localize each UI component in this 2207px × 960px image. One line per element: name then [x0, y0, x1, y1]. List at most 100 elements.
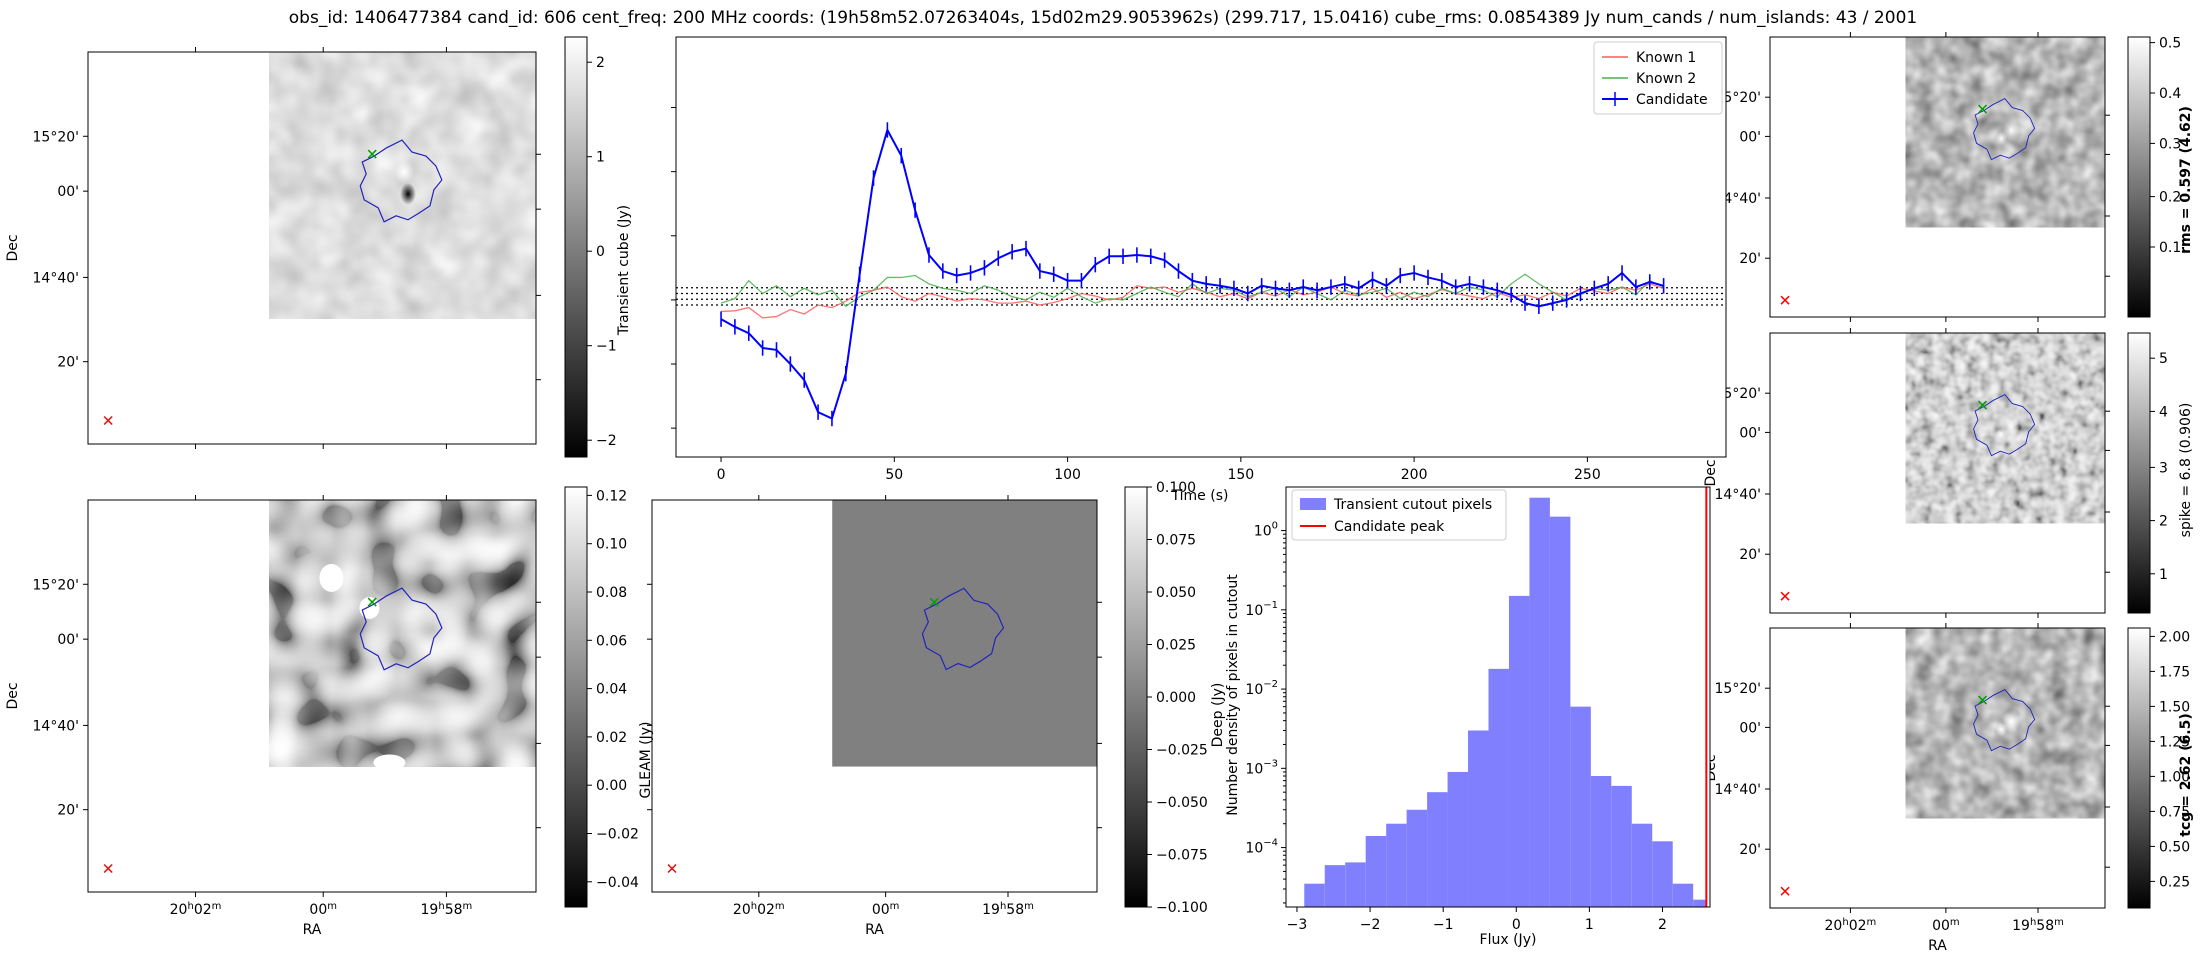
ra-tick-label: 20h02m: [170, 901, 222, 918]
y-tick-base: 10: [1245, 761, 1263, 777]
dec-axis-label: Dec: [5, 682, 21, 709]
ra-tick-part: m: [890, 901, 900, 912]
colorbar-tick-label: −0.050: [1156, 795, 1208, 811]
histogram-bar: [1508, 595, 1530, 907]
colorbar-tick-label: 0.75: [2159, 804, 2190, 820]
ra-tick-part: 19: [421, 902, 439, 918]
offset-marker-icon: [1780, 886, 1790, 896]
y-tick-exp: −1: [1263, 600, 1278, 611]
offset-marker-icon: [1780, 591, 1790, 601]
colorbar-tick-label: 5: [2159, 351, 2168, 367]
histogram-bar: [1324, 865, 1346, 907]
legend-label: Candidate: [1636, 92, 1708, 108]
ra-tick-part: 58: [2036, 918, 2054, 934]
y-tick-label: 10−2: [1245, 679, 1278, 698]
bright-source: [319, 564, 344, 592]
bright-peak: [1995, 722, 2008, 737]
ra-tick-label: 19h58m: [421, 901, 473, 918]
catalog-marker-icon: [1977, 400, 1988, 410]
colorbar-tick-label: 1.75: [2159, 664, 2190, 680]
x-tick-label: 0: [717, 467, 726, 483]
catalog-marker-icon: [367, 597, 377, 607]
colorbar-tick-label: 1: [596, 150, 605, 166]
island-contour: [359, 587, 443, 671]
ra-tick-part: 19: [982, 902, 1000, 918]
ra-tick-part: m: [2054, 917, 2064, 928]
dec-tick-label: 14°40': [33, 718, 79, 734]
legend-swatch: [1300, 498, 1326, 510]
colorbar-tick-label: 2.00: [2159, 629, 2190, 645]
ra-tick-part: m: [212, 901, 222, 912]
ra-tick-part: 02: [194, 902, 212, 918]
island-contour: [359, 139, 443, 223]
ra-tick-part: 02: [757, 902, 775, 918]
histogram-xlabel: Flux (Jy): [1480, 932, 1537, 948]
catalog-marker-icon: [929, 597, 939, 607]
tcg-cutout-panel: 15°20'00'14°40'20'20h02m 00m 19h58mRADec2.…: [1703, 623, 2190, 954]
ra-axis-label: RA: [865, 922, 884, 938]
catalog-marker-icon: [367, 149, 377, 159]
bright-source: [359, 597, 380, 619]
colorbar-tick-label: 1.50: [2159, 699, 2190, 715]
colorbar-tick-label: −0.04: [596, 875, 639, 891]
y-tick-exp: −4: [1263, 838, 1278, 849]
colorbar-tick-label: 0.025: [1156, 638, 1196, 654]
ra-tick-part: h: [438, 901, 444, 912]
dec-tick-label: 00': [57, 184, 79, 200]
x-tick-label: 50: [885, 467, 903, 483]
y-tick-label: 10−1: [1245, 600, 1278, 619]
dec-tick-label: 15°20': [33, 129, 79, 145]
rms-cbar-label: rms = 0.597 (4.62): [2178, 106, 2194, 254]
dec-tick-label: 15°20': [1715, 681, 1761, 697]
transient-cbar-label: Transient cube (Jy): [616, 205, 632, 336]
colorbar-tick-label: 1.25: [2159, 734, 2190, 750]
colorbar-tick-label: 0.1: [2159, 240, 2181, 256]
x-tick-label: 1: [1585, 917, 1594, 933]
colorbar: [564, 36, 588, 458]
colorbar-tick-label: 0.2: [2159, 190, 2181, 206]
offset-marker-icon: [667, 863, 677, 874]
colorbar: [564, 486, 588, 908]
panel-frame: [651, 499, 1098, 893]
dec-tick-label: 14°40': [1715, 487, 1761, 503]
histogram-ylabel: Number density of pixels in cutout: [1225, 574, 1241, 816]
colorbar-tick-label: 0.25: [2159, 874, 2190, 890]
colorbar-tick-label: 0.10: [596, 537, 627, 553]
y-tick-label: 10−3: [1245, 758, 1278, 777]
figure-title: obs_id: 1406477384 cand_id: 606 cent_fre…: [289, 8, 1917, 28]
y-tick-label: 100: [1254, 521, 1278, 540]
x-tick-label: 250: [1574, 467, 1601, 483]
ra-tick-part: 20: [1825, 918, 1843, 934]
y-tick-base: 10: [1245, 841, 1263, 857]
dec-axis-label: Dec: [5, 234, 21, 261]
panel-frame: [87, 499, 537, 893]
dec-tick-label: 20': [1739, 842, 1761, 858]
x-tick-label: 100: [1054, 467, 1081, 483]
histogram-bar: [1631, 823, 1653, 907]
y-tick-label: 10−4: [1245, 838, 1278, 857]
catalog-marker-icon: [1977, 104, 1988, 114]
ra-tick-part: m: [463, 901, 473, 912]
histogram-bar: [1549, 516, 1571, 907]
ra-tick-part: 02: [1849, 918, 1867, 934]
y-tick-exp: −2: [1263, 679, 1278, 690]
colorbar-tick-label: 0.050: [1156, 585, 1196, 601]
colorbar: [2127, 36, 2151, 318]
x-tick-label: 0: [1512, 917, 1521, 933]
bright-peak: [394, 159, 415, 184]
colorbar-tick-label: 0.12: [596, 488, 627, 504]
histogram-bar: [1590, 776, 1612, 907]
x-tick-label: 150: [1227, 467, 1254, 483]
ra-tick-part: 00: [1932, 918, 1950, 934]
histogram-bar: [1468, 730, 1489, 907]
colorbar-tick-label: −0.02: [596, 827, 639, 843]
ra-tick-part: h: [2030, 917, 2036, 928]
legend-label: Transient cutout pixels: [1333, 497, 1492, 513]
ra-tick-part: 00: [309, 902, 327, 918]
x-tick-label: −2: [1360, 917, 1381, 933]
x-tick-label: 2: [1658, 917, 1667, 933]
bright-source: [373, 754, 406, 771]
y-tick-exp: −3: [1263, 758, 1278, 769]
dec-tick-label: 20': [1739, 251, 1761, 267]
ra-tick-part: 20: [170, 902, 188, 918]
